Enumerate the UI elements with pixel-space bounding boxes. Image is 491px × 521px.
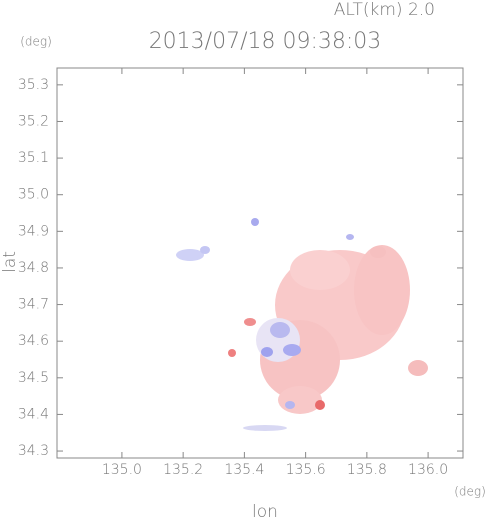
x-unit: (deg)	[454, 485, 486, 499]
y-tick-label: 35.1	[18, 150, 49, 166]
y-tick-label: 35.2	[18, 113, 49, 129]
y-tick-label: 34.8	[18, 260, 49, 276]
y-tick-label: 34.4	[18, 406, 49, 422]
x-tick-label: 135.6	[286, 462, 326, 478]
x-tick-label: 135.8	[347, 462, 387, 478]
y-tick-label: 34.6	[18, 333, 49, 349]
chart-title: 2013/07/18 09:38:03	[149, 29, 382, 54]
y-tick-label: 35.0	[18, 187, 49, 203]
y-tick-label: 34.5	[18, 370, 49, 386]
y-axis-label: lat	[0, 251, 20, 273]
y-unit: (deg)	[20, 35, 52, 49]
y-tick-label: 34.3	[18, 443, 49, 459]
y-tick-label: 34.7	[18, 297, 49, 313]
x-tick-label: 135.4	[224, 462, 264, 478]
x-tick-label: 136.0	[408, 462, 448, 478]
x-tick-label: 135.0	[102, 462, 142, 478]
plot-frame	[56, 67, 464, 459]
altitude-label: ALT(km) 2.0	[334, 0, 435, 20]
x-tick-label: 135.2	[163, 462, 203, 478]
echo-field	[176, 218, 428, 431]
x-axis-label: lon	[252, 502, 278, 521]
y-tick-label: 35.3	[18, 77, 49, 93]
y-tick-label: 34.9	[18, 223, 49, 239]
